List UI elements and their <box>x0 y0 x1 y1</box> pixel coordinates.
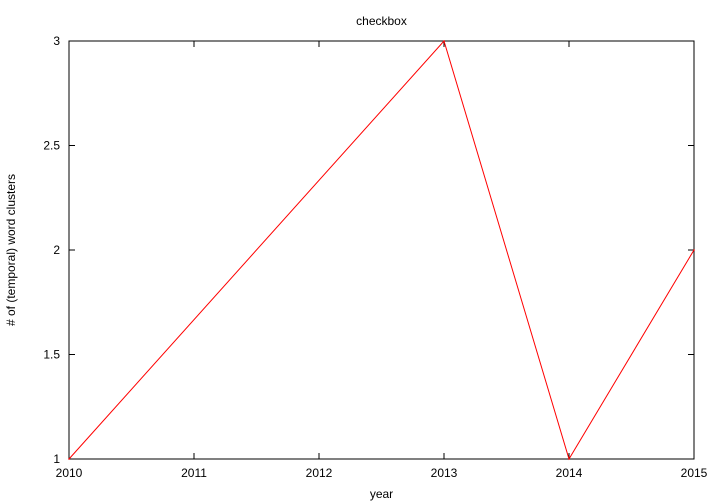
x-tick-label: 2010 <box>56 466 83 480</box>
data-point <box>443 40 445 42</box>
y-axis-label: # of (temporal) word clusters <box>4 174 18 326</box>
series-line <box>68 40 695 461</box>
data-point <box>693 249 695 251</box>
axis-tick-labels: 2010 2011 2012 2013 2014 2015 1 1.5 2 2.5 3 <box>43 34 707 480</box>
plot-frame <box>68 40 695 460</box>
x-tick-label: 2015 <box>681 466 708 480</box>
x-tick-label: 2013 <box>431 466 458 480</box>
x-tick-label: 2011 <box>181 466 207 480</box>
chart-title: checkbox <box>356 14 407 28</box>
y-tick-label: 1 <box>53 452 60 466</box>
axis-ticks <box>68 40 695 460</box>
data-point <box>68 458 70 460</box>
y-tick-label: 1.5 <box>43 348 60 362</box>
data-point <box>568 458 570 460</box>
x-tick-label: 2014 <box>556 466 583 480</box>
series-layer <box>68 40 695 461</box>
x-tick-label: 2012 <box>306 466 333 480</box>
y-tick-label: 2.5 <box>43 139 60 153</box>
x-axis-label: year <box>370 487 393 501</box>
y-tick-label: 3 <box>53 34 60 48</box>
y-tick-label: 2 <box>53 243 60 257</box>
